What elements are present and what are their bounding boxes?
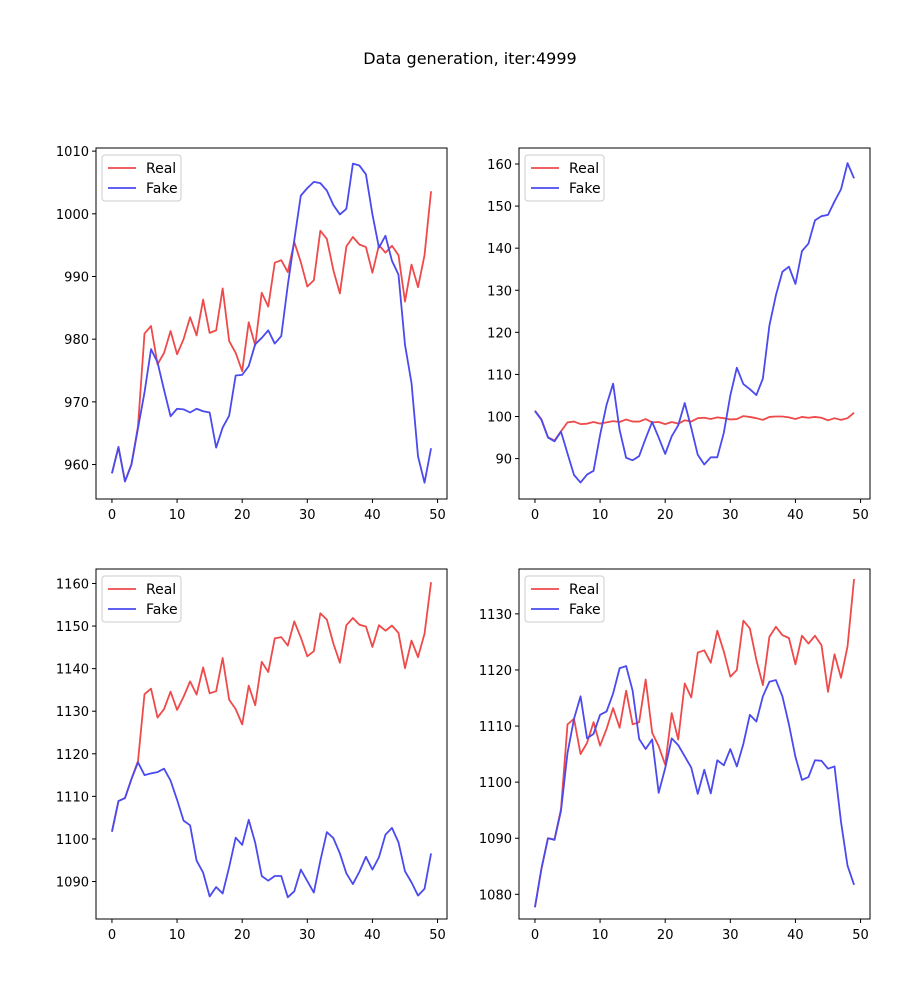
series-line-fake (534, 665, 855, 908)
y-tick-label: 1130 (479, 608, 512, 623)
x-tick-label: 30 (722, 508, 739, 523)
y-tick-label: 150 (487, 200, 512, 215)
y-tick-label: 990 (64, 270, 89, 285)
y-tick-label: 130 (487, 284, 512, 299)
y-tick-label: 1090 (56, 876, 89, 891)
subplot-3: 0 10 20 30 40 50 1090 1100 1110 1120 1130 1140 1150 1… (56, 568, 448, 943)
legend-label-fake: Fake (146, 602, 178, 618)
legend: Real Fake (524, 154, 605, 202)
legend-label-real: Real (146, 582, 176, 598)
y-tick-label: 1110 (56, 790, 89, 805)
series-line-fake (111, 761, 432, 899)
x-tick-label: 20 (234, 928, 251, 943)
legend: Real Fake (101, 575, 182, 623)
y-tick-label: 90 (495, 453, 512, 468)
y-tick-label: 160 (487, 158, 512, 173)
x-tick-label: 50 (429, 928, 446, 943)
x-tick-label: 0 (531, 928, 539, 943)
x-tick-label: 20 (657, 508, 674, 523)
subplot-4: 0 10 20 30 40 50 1080 1090 1100 1110 1120 1130 Real F… (479, 568, 871, 943)
y-tick-label: 1120 (479, 664, 512, 679)
y-tick-label: 1080 (479, 888, 512, 903)
legend-box (524, 575, 605, 623)
y-tick-label: 1140 (56, 663, 89, 678)
legend: Real Fake (101, 154, 182, 202)
x-tick-label: 0 (108, 928, 116, 943)
figure-title: Data generation, iter:4999 (363, 49, 576, 68)
y-tick-label: 1120 (56, 748, 89, 763)
x-tick-label: 50 (852, 928, 869, 943)
x-tick-label: 10 (592, 508, 609, 523)
legend-label-fake: Fake (569, 181, 601, 197)
legend-label-real: Real (569, 161, 599, 177)
x-tick-label: 50 (429, 508, 446, 523)
x-tick-label: 0 (108, 508, 116, 523)
x-tick-label: 30 (299, 508, 316, 523)
legend-label-real: Real (146, 161, 176, 177)
y-tick-label: 1130 (56, 705, 89, 720)
legend-label-fake: Fake (569, 602, 601, 618)
axes-frame (95, 568, 448, 920)
x-tick-label: 40 (787, 508, 804, 523)
y-tick-label: 1160 (56, 577, 89, 592)
x-tick-label: 40 (787, 928, 804, 943)
x-tick-label: 20 (657, 928, 674, 943)
y-tick-label: 960 (64, 459, 89, 474)
y-tick-label: 1010 (56, 145, 89, 160)
x-tick-label: 40 (364, 928, 381, 943)
y-tick-label: 980 (64, 333, 89, 348)
y-tick-label: 1110 (479, 720, 512, 735)
legend-box (524, 154, 605, 202)
axes-frame (518, 147, 871, 500)
x-tick-label: 50 (852, 508, 869, 523)
legend-box (101, 154, 182, 202)
y-tick-label: 110 (487, 368, 512, 383)
legend-label-fake: Fake (146, 181, 178, 197)
y-tick-label: 1090 (479, 832, 512, 847)
x-tick-label: 30 (299, 928, 316, 943)
axes-frame (95, 147, 448, 500)
y-tick-label: 1100 (56, 833, 89, 848)
y-tick-label: 970 (64, 396, 89, 411)
legend: Real Fake (524, 575, 605, 623)
y-tick-label: 100 (487, 411, 512, 426)
subplot-2: 0 10 20 30 40 50 90 100 110 120 130 140 150 160 Real Fa… (487, 147, 871, 523)
legend-label-real: Real (569, 582, 599, 598)
series-line-fake (111, 162, 432, 484)
series-line-fake (534, 162, 855, 484)
x-tick-label: 0 (531, 508, 539, 523)
x-tick-label: 40 (364, 508, 381, 523)
legend-box (101, 575, 182, 623)
x-tick-label: 30 (722, 928, 739, 943)
y-tick-label: 120 (487, 326, 512, 341)
y-tick-label: 140 (487, 242, 512, 257)
x-tick-label: 10 (592, 928, 609, 943)
y-tick-label: 1000 (56, 208, 89, 223)
axes-frame (518, 568, 871, 920)
series-line-real (534, 579, 855, 908)
subplot-1: 0 10 20 30 40 50 960 970 980 990 1000 1010 Real Fake (56, 145, 448, 523)
x-tick-label: 10 (169, 928, 186, 943)
series-line-real (534, 410, 855, 442)
y-tick-label: 1150 (56, 620, 89, 635)
series-line-real (111, 582, 432, 832)
x-tick-label: 10 (169, 508, 186, 523)
y-tick-label: 1100 (479, 776, 512, 791)
x-tick-label: 20 (234, 508, 251, 523)
series-line-real (111, 191, 432, 483)
